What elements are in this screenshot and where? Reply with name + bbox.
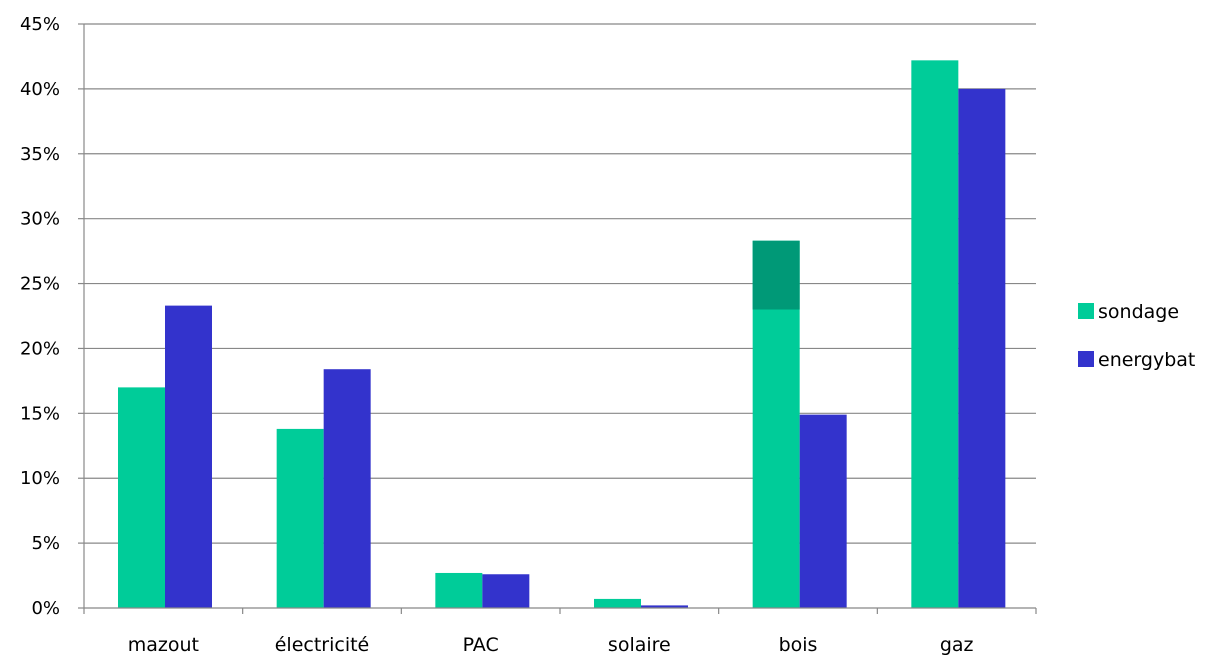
y-tick-label: 20%	[20, 338, 60, 359]
bar-sondage-mazout	[118, 387, 165, 608]
y-axis-tick-labels: 0% 5% 10% 15% 20% 25% 30% 35% 40% 45%	[20, 14, 60, 619]
bar-energybat-gaz	[958, 88, 1006, 608]
y-tick-label: 15%	[20, 403, 60, 424]
y-tick-label: 30%	[20, 209, 60, 230]
axes	[78, 23, 1037, 614]
bar-sondage-gaz	[911, 60, 959, 609]
gridlines	[84, 23, 1036, 544]
bar-energybat-solaire	[641, 605, 688, 608]
legend-swatch-sondage	[1078, 303, 1094, 319]
legend: sondage energybat	[1078, 301, 1195, 371]
x-tick-label: électricité	[275, 634, 370, 656]
bar-energybat-PAC	[482, 574, 530, 608]
y-tick-label: 5%	[31, 533, 60, 554]
bar-sondage-électricité	[276, 428, 324, 608]
bar-sondage-solaire	[594, 598, 641, 608]
bar-sondage-PAC	[435, 572, 483, 608]
x-tick-label: bois	[779, 634, 818, 656]
x-tick-label: PAC	[463, 634, 499, 656]
x-tick-label: solaire	[608, 634, 671, 656]
bar-energybat-mazout	[165, 305, 212, 608]
bar-energybat-électricité	[323, 369, 371, 608]
x-tick-label: mazout	[128, 634, 199, 656]
y-tick-label: 10%	[20, 468, 60, 489]
legend-label-energybat: energybat	[1098, 349, 1195, 371]
x-tick-label: gaz	[940, 634, 974, 656]
y-tick-label: 45%	[20, 14, 60, 35]
legend-swatch-energybat	[1078, 351, 1094, 367]
legend-label-sondage: sondage	[1098, 301, 1179, 323]
bar-highlight-segment	[752, 240, 800, 310]
y-tick-label: 40%	[20, 79, 60, 100]
bars	[118, 60, 1006, 609]
bar-energybat-bois	[799, 414, 847, 608]
y-tick-label: 0%	[31, 598, 60, 619]
x-axis-tick-labels: mazout électricité PAC solaire bois gaz	[128, 634, 974, 656]
y-tick-label: 25%	[20, 274, 60, 295]
y-tick-label: 35%	[20, 144, 60, 165]
